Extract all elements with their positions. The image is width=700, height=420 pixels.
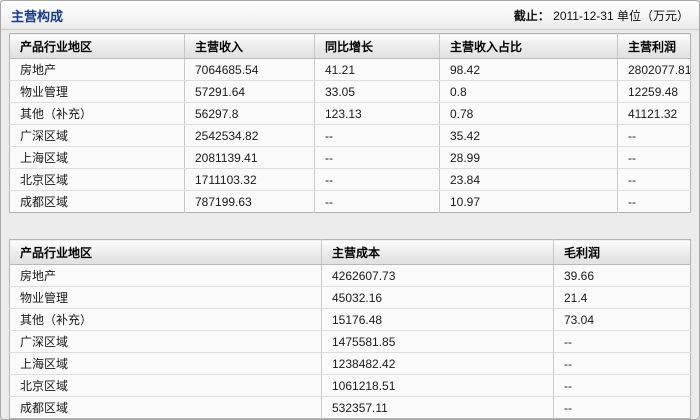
asof-label: 截止： <box>513 8 550 23</box>
table-cell: 0.78 <box>439 102 618 125</box>
table-row: 房地产 7064685.54 41.21 98.42 2802077.81 <box>9 58 691 81</box>
table-row: 广深区域 1475581.85 -- <box>9 330 691 353</box>
table-row: 广深区域 2542534.82 -- 35.42 -- <box>9 124 691 147</box>
table-cell: -- <box>314 168 440 191</box>
table-cell: 1238482.42 <box>321 352 554 375</box>
table-cell: 其他（补充） <box>9 102 185 125</box>
column-header: 产品行业地区 <box>9 239 322 265</box>
table-cell: 0.8 <box>439 80 618 103</box>
column-header: 主营收入 <box>184 33 315 59</box>
table-cell: 41.21 <box>314 58 440 81</box>
header-row: 产品行业地区 主营成本 毛利润 <box>9 239 691 265</box>
table-row: 其他（补充） 56297.8 123.13 0.78 41121.32 <box>9 102 691 125</box>
table-cell: 1475581.85 <box>321 330 554 353</box>
table-cell: 2802077.81 <box>617 58 691 81</box>
table-cell: 广深区域 <box>9 330 322 353</box>
cost-table: 产品行业地区 主营成本 毛利润 房地产 4262607.73 39.66 物业管理 45032… <box>9 239 691 419</box>
table-cell: 物业管理 <box>9 80 185 103</box>
table-cell: 房地产 <box>9 58 185 81</box>
table-row: 成都区域 532357.11 -- <box>10 396 691 419</box>
table-cell: 532357.11 <box>321 396 554 419</box>
header-row: 产品行业地区 主营收入 同比增长 主营收入占比 主营利润 <box>9 33 691 59</box>
report-date-and-unit: 截止： 2011-12-31 单位（万元） <box>514 7 689 24</box>
table-cell: 房地产 <box>9 264 322 287</box>
table-cell: 广深区域 <box>9 124 185 147</box>
table-cell: 35.42 <box>439 124 618 147</box>
unit-label: 单位（万元） <box>616 8 689 23</box>
column-header: 主营利润 <box>617 33 691 59</box>
table-cell: 北京区域 <box>9 168 185 191</box>
page-title: 主营构成 <box>11 8 64 24</box>
table-row: 其他（补充） 15176.48 73.04 <box>9 308 691 331</box>
table-cell: 1711103.32 <box>184 168 315 191</box>
table-cell: 98.42 <box>439 58 618 81</box>
revenue-table: 产品行业地区 主营收入 同比增长 主营收入占比 主营利润 房地产 7064685.54 41.… <box>9 33 691 213</box>
table-cell: 23.84 <box>439 168 618 191</box>
table-cell: 上海区域 <box>9 146 185 169</box>
table-cell: 73.04 <box>553 308 691 331</box>
table-cell: 1061218.51 <box>321 374 554 397</box>
table-cell: -- <box>617 190 691 213</box>
table-cell: -- <box>617 168 691 191</box>
table-cell: -- <box>553 396 691 419</box>
table-cell: 41121.32 <box>617 102 691 125</box>
table-cell: -- <box>314 124 440 147</box>
table-cell: 21.4 <box>553 286 691 309</box>
table-cell: 123.13 <box>314 102 440 125</box>
table-cell: 北京区域 <box>9 374 322 397</box>
table-cell: -- <box>553 352 691 375</box>
table-cell: 33.05 <box>314 80 440 103</box>
column-header: 毛利润 <box>553 239 691 265</box>
table-row: 物业管理 57291.64 33.05 0.8 12259.48 <box>9 80 691 103</box>
column-header: 同比增长 <box>314 33 440 59</box>
column-header: 产品行业地区 <box>9 33 185 59</box>
table-cell: 4262607.73 <box>321 264 554 287</box>
table-cell: 7064685.54 <box>184 58 315 81</box>
table-cell: 其他（补充） <box>9 308 322 331</box>
table-cell: 2542534.82 <box>184 124 315 147</box>
table-cell: 成都区域 <box>20 401 69 415</box>
table-row: 房地产 4262607.73 39.66 <box>9 264 691 287</box>
table-cell: -- <box>553 374 691 397</box>
column-header: 主营收入占比 <box>439 33 618 59</box>
table-cell: -- <box>617 146 691 169</box>
table-row: 物业管理 45032.16 21.4 <box>9 286 691 309</box>
asof-date: 2011-12-31 <box>553 8 614 23</box>
table-row: 上海区域 1238482.42 -- <box>9 352 691 375</box>
table-cell: 56297.8 <box>184 102 315 125</box>
table-cell: 上海区域 <box>9 352 322 375</box>
title-bar: 主营构成 截止： 2011-12-31 单位（万元） <box>1 1 699 30</box>
table-cell: 15176.48 <box>321 308 554 331</box>
table-cell: 787199.63 <box>184 190 315 213</box>
table-cell: 2081139.41 <box>184 146 315 169</box>
table-cell: -- <box>617 124 691 147</box>
table-row: 北京区域 1061218.51 -- <box>9 374 691 397</box>
table-cell: 12259.48 <box>617 80 691 103</box>
table-row: 北京区域 1711103.32 -- 23.84 -- <box>9 168 691 191</box>
table-cell: -- <box>314 146 440 169</box>
table-row: 上海区域 2081139.41 -- 28.99 -- <box>9 146 691 169</box>
column-header: 主营成本 <box>321 239 554 265</box>
table-cell: 成都区域 <box>20 195 69 209</box>
table-gap <box>9 213 691 239</box>
table-cell: 10.97 <box>439 190 618 213</box>
table-cell: 45032.16 <box>321 286 554 309</box>
table-cell: 物业管理 <box>9 286 322 309</box>
table-cell: -- <box>314 190 440 213</box>
table-cell: 39.66 <box>553 264 691 287</box>
content-area: 产品行业地区 主营收入 同比增长 主营收入占比 主营利润 房地产 7064685.54 41.… <box>1 30 699 419</box>
table-cell: -- <box>553 330 691 353</box>
table-cell: 28.99 <box>439 146 618 169</box>
table-row: 成都区域 787199.63 -- 10.97 -- <box>10 190 691 213</box>
table-cell: 57291.64 <box>184 80 315 103</box>
